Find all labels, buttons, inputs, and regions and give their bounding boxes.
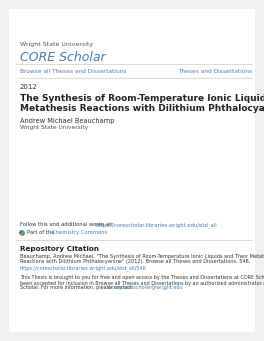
Polygon shape: [22, 233, 24, 235]
Text: Follow this and additional works at:: Follow this and additional works at:: [20, 222, 115, 227]
Polygon shape: [20, 231, 22, 233]
Text: Browse all Theses and Dissertations: Browse all Theses and Dissertations: [20, 69, 126, 74]
Text: CORE Scholar: CORE Scholar: [20, 51, 106, 64]
Text: https://corescholar.libraries.wright.edu/etd_all/546: https://corescholar.libraries.wright.edu…: [20, 265, 147, 271]
Text: Andrew Michael Beauchamp: Andrew Michael Beauchamp: [20, 118, 115, 124]
Text: Chemistry Commons: Chemistry Commons: [51, 230, 107, 235]
Text: The Synthesis of Room-Temperature Ionic Liquids and Their: The Synthesis of Room-Temperature Ionic …: [20, 94, 264, 103]
Text: Scholar. For more information, please contact: Scholar. For more information, please co…: [20, 285, 134, 291]
Text: Beauchamp, Andrew Michael, "The Synthesis of Room-Temperature Ionic Liquids and : Beauchamp, Andrew Michael, "The Synthesi…: [20, 254, 264, 259]
Text: Reactions with Dilithium Phthalocyanine" (2012). Browse all Theses and Dissertat: Reactions with Dilithium Phthalocyanine"…: [20, 260, 250, 265]
Text: https://corescholar.libraries.wright.edu/etd_all: https://corescholar.libraries.wright.edu…: [96, 222, 218, 228]
Text: This Thesis is brought to you for free and open access by the Theses and Dissert: This Thesis is brought to you for free a…: [20, 276, 264, 281]
Text: 2012: 2012: [20, 84, 38, 90]
Text: Repository Citation: Repository Citation: [20, 246, 99, 252]
Polygon shape: [20, 233, 22, 235]
Text: library.corescholar@wright.edu: library.corescholar@wright.edu: [106, 285, 183, 291]
Text: Theses and Dissertations: Theses and Dissertations: [178, 69, 252, 74]
Text: Wright State University: Wright State University: [20, 125, 88, 130]
Text: Part of the: Part of the: [27, 230, 56, 235]
Polygon shape: [22, 231, 24, 233]
Text: Wright State University: Wright State University: [20, 42, 93, 47]
Text: .: .: [162, 285, 164, 291]
Text: Metathesis Reactions with Dilithium Phthalocyanine: Metathesis Reactions with Dilithium Phth…: [20, 104, 264, 113]
Text: been accepted for inclusion in Browse all Theses and Dissertations by an authori: been accepted for inclusion in Browse al…: [20, 281, 264, 285]
